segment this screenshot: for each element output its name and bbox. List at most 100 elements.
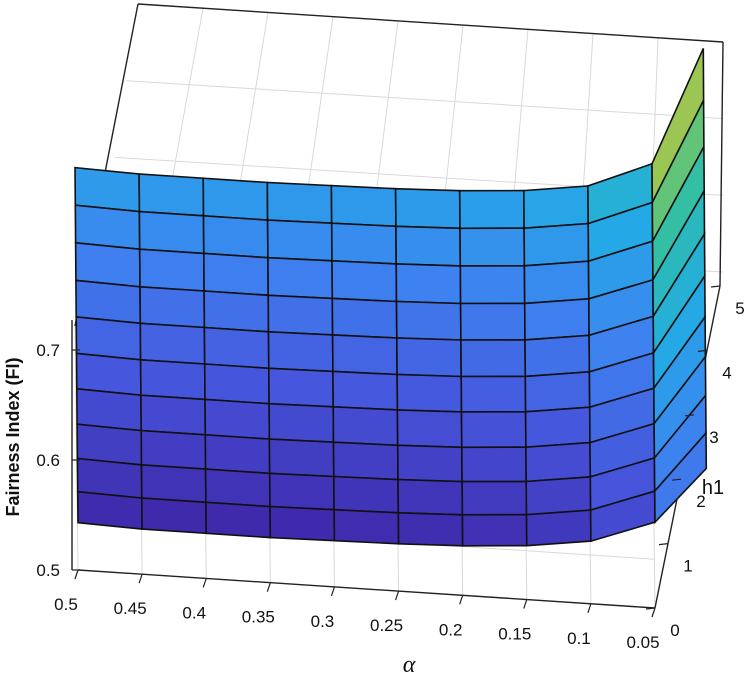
x-axis-line xyxy=(77,569,656,609)
surface-cell xyxy=(525,441,592,483)
surface-cell xyxy=(140,497,208,535)
y-tick-label: 1 xyxy=(683,557,692,576)
surface-cell xyxy=(459,227,526,267)
surface-cell xyxy=(269,505,336,542)
box-right-edge xyxy=(719,41,724,287)
surface-cell xyxy=(523,260,590,305)
surface-cell xyxy=(523,297,590,341)
x-tick-label: 0.45 xyxy=(114,599,147,618)
surface-cell xyxy=(140,394,207,436)
z-axis-label: Fairness Index (FI) xyxy=(3,357,23,516)
x-axis-label: α xyxy=(403,652,416,678)
grid-line xyxy=(74,325,79,571)
surface-cell xyxy=(203,290,270,333)
surface xyxy=(74,48,708,547)
surface-cell xyxy=(524,370,591,413)
x-tick-mark xyxy=(394,590,400,601)
axes xyxy=(71,3,724,609)
tick-labels: 0.5 0.45 0.4 0.35 0.3 0.25 0.2 0.15 0.1 0.05 0 1 2 3 4… xyxy=(36,285,745,652)
surface-cell xyxy=(525,509,592,547)
box-top-edge xyxy=(137,3,724,43)
surface-cell xyxy=(332,370,399,411)
surface-cell xyxy=(75,352,142,397)
surface-cell xyxy=(267,294,334,336)
surface-cell xyxy=(525,476,592,516)
surface-cell xyxy=(75,387,143,432)
surface-cell xyxy=(332,475,400,514)
surface-cell xyxy=(396,409,463,449)
y-tick-label: 3 xyxy=(709,428,718,447)
x-tick-mark xyxy=(459,595,464,605)
x-tick-label: 0.35 xyxy=(242,608,275,627)
surface-cell xyxy=(460,339,527,378)
surface-cell xyxy=(202,214,269,259)
surface-cell xyxy=(204,468,271,508)
surface-cell xyxy=(332,405,399,447)
surface-cell xyxy=(74,204,141,251)
surface-cell xyxy=(331,297,398,339)
x-tick-label: 0.4 xyxy=(182,603,206,622)
z-tick-label: 0.6 xyxy=(36,451,60,470)
surface-cell xyxy=(396,444,463,483)
surface-cell xyxy=(203,326,270,370)
surface-cell xyxy=(524,334,591,378)
surface-cell xyxy=(332,441,399,481)
surface-cell xyxy=(460,410,527,449)
surface-cell xyxy=(138,210,205,255)
y-tick-label: 4 xyxy=(722,363,731,382)
surface-cell xyxy=(397,511,464,547)
y-tick-label: 5 xyxy=(735,299,744,318)
x-tick-mark xyxy=(74,569,79,580)
y-tick-mark xyxy=(645,607,656,610)
x-tick-mark xyxy=(587,603,592,613)
surface-cell xyxy=(138,173,205,217)
surface-cell xyxy=(76,490,143,530)
surface-cell xyxy=(268,438,335,478)
y-tick-mark xyxy=(710,285,721,288)
surface-cell xyxy=(268,472,335,511)
x-tick-mark xyxy=(523,599,528,609)
surface-cell xyxy=(204,398,271,440)
y-tick-mark xyxy=(684,414,695,417)
x-tick-label: 0.25 xyxy=(370,616,403,635)
surface-cell xyxy=(458,189,525,230)
surface-cell xyxy=(205,501,272,539)
surface-cell xyxy=(460,446,528,483)
surface-cell xyxy=(202,252,270,297)
x-tick-mark xyxy=(330,586,336,597)
x-tick-mark xyxy=(266,582,271,592)
surface-cell xyxy=(330,184,397,228)
surface-cell xyxy=(266,219,333,262)
surface-cell xyxy=(268,402,335,444)
grid-line xyxy=(126,80,724,120)
y-tick-mark xyxy=(671,478,682,481)
surface-cell xyxy=(395,225,462,267)
surface-cell xyxy=(461,480,528,516)
surface-cell xyxy=(522,185,590,230)
y-tick-label: 0 xyxy=(670,621,679,640)
y-axis-label: h1 xyxy=(702,477,724,499)
surface-cell xyxy=(140,429,207,470)
surface-cell xyxy=(140,464,207,504)
surface-cell xyxy=(395,300,462,341)
y-tick-mark xyxy=(658,543,669,546)
surface-cell xyxy=(75,316,142,361)
surface-cell xyxy=(331,259,398,303)
x-tick-label: 0.5 xyxy=(54,595,78,614)
surface-cell xyxy=(139,285,206,329)
x-tick-label: 0.15 xyxy=(498,625,531,644)
surface-cell xyxy=(139,322,206,365)
x-tick-mark xyxy=(651,607,656,618)
surface-cell xyxy=(203,363,270,405)
surface-cell xyxy=(204,433,271,475)
y-tick-mark xyxy=(697,349,708,352)
surface-cell xyxy=(75,279,142,325)
surface-cell xyxy=(331,334,398,376)
surface-cell xyxy=(460,375,527,413)
surface-cell xyxy=(330,222,398,265)
y-tick-label: 2 xyxy=(696,492,705,511)
surface-cell xyxy=(138,248,205,292)
surface-cell xyxy=(653,430,708,525)
surface-cell xyxy=(395,337,463,378)
